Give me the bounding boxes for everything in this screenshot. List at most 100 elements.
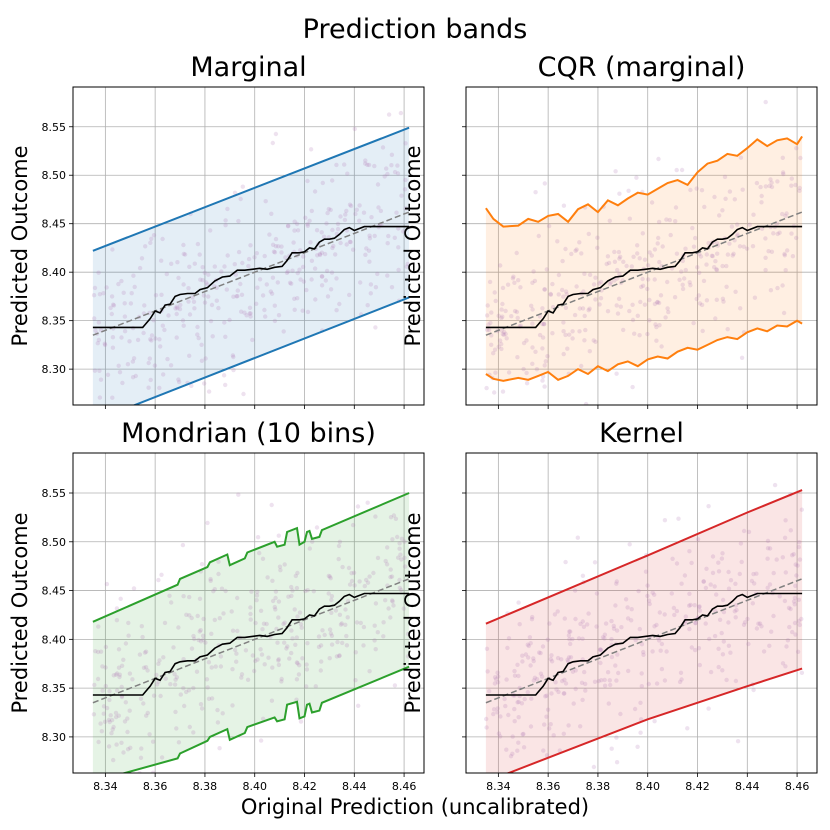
scatter-point bbox=[496, 344, 501, 349]
scatter-point bbox=[328, 287, 334, 292]
scatter-point bbox=[338, 240, 343, 246]
scatter-point bbox=[638, 730, 643, 735]
scatter-point bbox=[623, 597, 629, 602]
scatter-point bbox=[126, 620, 131, 626]
scatter-point bbox=[317, 251, 323, 257]
scatter-point bbox=[318, 643, 324, 648]
x-tick-label: 8.40 bbox=[635, 780, 660, 793]
scatter-point bbox=[783, 518, 788, 523]
scatter-point bbox=[570, 636, 575, 642]
scatter-point bbox=[328, 576, 333, 581]
scatter-point bbox=[103, 683, 109, 689]
scatter-point bbox=[485, 313, 490, 318]
scatter-point bbox=[780, 661, 786, 666]
scatter-point bbox=[722, 174, 728, 180]
scatter-point bbox=[697, 604, 702, 609]
scatter-point bbox=[361, 643, 366, 648]
scatter-point bbox=[347, 582, 353, 587]
scatter-point bbox=[116, 647, 122, 652]
scatter-point bbox=[197, 596, 203, 601]
scatter-point bbox=[326, 573, 331, 579]
scatter-point bbox=[672, 295, 678, 300]
scatter-point bbox=[561, 691, 566, 696]
scatter-point bbox=[130, 677, 135, 682]
scatter-point bbox=[328, 207, 333, 213]
scatter-point bbox=[645, 583, 650, 588]
scatter-point bbox=[556, 272, 562, 278]
scatter-point bbox=[163, 676, 168, 681]
scatter-point bbox=[769, 249, 775, 254]
scatter-point bbox=[659, 641, 665, 647]
scatter-point bbox=[347, 239, 353, 244]
scatter-point bbox=[775, 231, 780, 237]
scatter-point bbox=[200, 278, 205, 283]
scatter-point bbox=[663, 315, 668, 320]
scatter-point bbox=[238, 196, 243, 202]
scatter-point bbox=[200, 265, 205, 270]
scatter-point bbox=[141, 701, 146, 706]
scatter-point bbox=[219, 269, 224, 274]
scatter-point bbox=[717, 213, 722, 218]
scatter-point bbox=[128, 301, 134, 306]
scatter-point bbox=[636, 588, 641, 594]
scatter-point bbox=[724, 284, 729, 289]
scatter-point bbox=[125, 716, 130, 721]
scatter-point bbox=[212, 587, 217, 592]
scatter-point bbox=[295, 296, 300, 301]
scatter-point bbox=[484, 725, 489, 730]
scatter-point bbox=[263, 199, 268, 204]
scatter-point bbox=[223, 334, 228, 339]
scatter-point bbox=[787, 624, 792, 630]
scatter-point bbox=[200, 637, 206, 642]
scatter-point bbox=[573, 616, 578, 622]
scatter-point bbox=[391, 603, 396, 608]
scatter-point bbox=[305, 178, 310, 184]
scatter-point bbox=[609, 618, 614, 624]
scatter-point bbox=[343, 212, 348, 217]
scatter-point bbox=[139, 256, 145, 261]
scatter-point bbox=[544, 267, 549, 272]
scatter-point bbox=[186, 688, 192, 693]
scatter-point bbox=[668, 232, 673, 238]
scatter-point bbox=[257, 550, 262, 556]
scatter-point bbox=[196, 335, 201, 341]
scatter-point bbox=[780, 211, 785, 217]
scatter-point bbox=[198, 277, 203, 282]
scatter-point bbox=[254, 598, 259, 603]
scatter-point bbox=[530, 321, 535, 326]
scatter-point bbox=[273, 244, 279, 249]
scatter-point bbox=[632, 706, 638, 712]
scatter-point bbox=[122, 301, 127, 306]
scatter-point bbox=[272, 303, 277, 308]
scatter-point bbox=[655, 300, 660, 305]
scatter-point bbox=[733, 289, 738, 294]
scatter-point bbox=[727, 189, 733, 194]
scatter-point bbox=[186, 286, 191, 291]
scatter-point bbox=[796, 597, 802, 602]
scatter-point bbox=[485, 327, 490, 332]
scatter-point bbox=[293, 642, 298, 647]
scatter-point bbox=[496, 731, 502, 736]
y-axis-label: Predicted Outcome bbox=[401, 145, 425, 346]
scatter-point bbox=[531, 658, 536, 664]
scatter-point bbox=[649, 253, 654, 258]
scatter-point bbox=[540, 346, 545, 351]
scatter-point bbox=[174, 335, 179, 340]
scatter-point bbox=[710, 570, 716, 576]
scatter-point bbox=[91, 712, 97, 717]
scatter-point bbox=[122, 314, 128, 319]
scatter-point bbox=[499, 315, 504, 321]
scatter-point bbox=[655, 299, 660, 305]
scatter-point bbox=[381, 634, 386, 639]
scatter-point bbox=[693, 620, 698, 625]
scatter-point bbox=[720, 597, 726, 603]
scatter-point bbox=[119, 694, 125, 700]
scatter-point bbox=[270, 665, 275, 670]
scatter-point bbox=[492, 675, 498, 680]
scatter-point bbox=[586, 308, 591, 313]
scatter-point bbox=[297, 267, 302, 272]
scatter-point bbox=[520, 659, 525, 664]
scatter-point bbox=[364, 577, 369, 583]
scatter-point bbox=[611, 623, 616, 629]
scatter-point bbox=[187, 724, 192, 730]
